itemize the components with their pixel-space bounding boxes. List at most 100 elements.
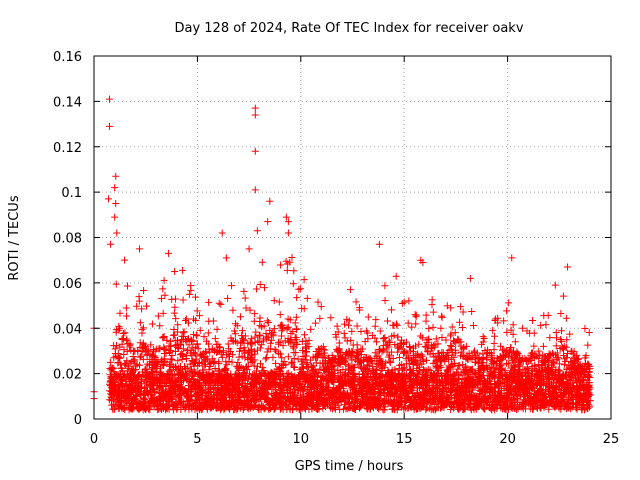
data-point — [573, 351, 581, 359]
data-point — [552, 381, 560, 389]
data-point — [546, 334, 554, 342]
data-point — [479, 359, 487, 367]
data-point — [364, 329, 372, 337]
data-point — [340, 390, 348, 398]
data-point — [385, 383, 393, 391]
data-point — [289, 405, 297, 413]
data-point — [319, 345, 327, 353]
data-point — [199, 405, 207, 413]
data-point — [269, 328, 277, 336]
data-point — [314, 298, 322, 306]
data-point — [232, 337, 240, 345]
data-point — [335, 339, 343, 347]
data-point — [148, 320, 156, 328]
data-point — [355, 370, 363, 378]
data-point — [407, 370, 415, 378]
data-point — [437, 363, 445, 371]
data-point — [463, 376, 471, 384]
data-point — [402, 378, 410, 386]
data-point — [255, 332, 263, 340]
data-point — [427, 345, 435, 353]
data-point — [142, 365, 150, 373]
data-point — [308, 375, 316, 383]
data-point — [447, 330, 455, 338]
data-point — [128, 405, 136, 413]
data-point — [194, 345, 202, 353]
data-point — [242, 304, 250, 312]
data-point — [157, 368, 165, 376]
data-point — [179, 296, 187, 304]
data-point — [150, 385, 158, 393]
data-point — [551, 281, 559, 289]
data-point — [490, 359, 498, 367]
data-point — [240, 402, 248, 410]
data-point — [403, 392, 411, 400]
data-point — [153, 345, 161, 353]
data-point — [500, 392, 508, 400]
data-point — [321, 346, 329, 354]
data-point — [166, 337, 174, 345]
data-point — [287, 330, 295, 338]
data-point — [247, 340, 255, 348]
data-point — [468, 366, 476, 374]
data-point — [205, 298, 213, 306]
data-point — [135, 293, 143, 301]
data-point — [545, 368, 553, 376]
data-point — [393, 348, 401, 356]
data-point — [138, 305, 146, 313]
data-point — [189, 402, 197, 410]
data-point — [164, 400, 172, 408]
data-point — [437, 324, 445, 332]
data-point — [405, 297, 413, 305]
data-point — [215, 358, 223, 366]
data-point — [489, 326, 497, 334]
data-point — [374, 387, 382, 395]
data-point — [132, 362, 140, 370]
data-point — [334, 328, 342, 336]
data-point — [174, 321, 182, 329]
data-point — [335, 346, 343, 354]
data-point — [514, 349, 522, 357]
data-point — [250, 362, 258, 370]
data-point — [457, 369, 465, 377]
data-point — [267, 381, 275, 389]
data-point — [341, 371, 349, 379]
data-point — [194, 362, 202, 370]
data-point — [133, 375, 141, 383]
data-point — [434, 384, 442, 392]
data-point — [185, 397, 193, 405]
data-point — [345, 317, 353, 325]
data-point — [353, 341, 361, 349]
data-point — [256, 331, 264, 339]
data-point — [368, 362, 376, 370]
data-point — [250, 375, 258, 383]
data-point — [451, 360, 459, 368]
data-point — [500, 400, 508, 408]
data-point — [241, 332, 249, 340]
data-point — [457, 303, 465, 311]
data-point — [169, 331, 177, 339]
data-point — [268, 336, 276, 344]
data-point — [303, 294, 311, 302]
data-point — [394, 333, 402, 341]
data-point — [298, 304, 306, 312]
data-point — [159, 372, 167, 380]
data-point — [163, 403, 171, 411]
data-point — [558, 397, 566, 405]
data-point — [179, 266, 187, 274]
data-point — [401, 348, 409, 356]
data-point — [260, 284, 268, 292]
data-point — [447, 355, 455, 363]
data-point — [221, 365, 229, 373]
data-point — [130, 367, 138, 375]
data-point — [390, 322, 398, 330]
grid-lines — [94, 56, 611, 419]
data-point — [348, 327, 356, 335]
data-point — [253, 383, 261, 391]
data-point — [220, 406, 228, 414]
data-point — [107, 390, 115, 398]
data-point — [173, 384, 181, 392]
data-point — [226, 401, 234, 409]
data-point — [323, 386, 331, 394]
data-point — [127, 402, 135, 410]
